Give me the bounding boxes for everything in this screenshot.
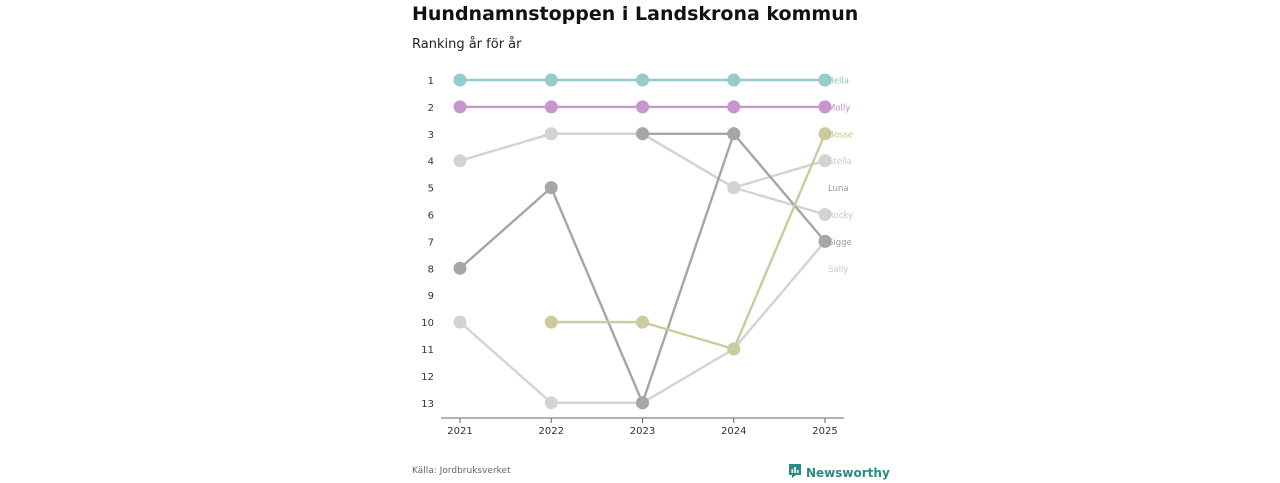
y-tick-label: 1 — [428, 76, 434, 87]
y-tick-label: 4 — [428, 157, 434, 168]
data-point — [727, 127, 741, 141]
y-tick-label: 9 — [428, 291, 434, 302]
series-bella — [453, 73, 832, 87]
data-point — [727, 100, 741, 114]
x-tick-label: 2022 — [539, 426, 564, 437]
chart-subtitle: Ranking år för år — [412, 37, 522, 52]
data-point — [818, 127, 832, 141]
end-label-bosse: Bosse — [828, 130, 853, 140]
series-line — [459, 133, 735, 404]
data-point — [453, 315, 467, 329]
data-point — [818, 154, 832, 168]
end-label-sally: Sally — [828, 265, 848, 275]
series-line — [459, 132, 826, 189]
end-label-stella: Stella — [828, 157, 852, 167]
y-tick-label: 12 — [421, 372, 434, 383]
x-axis: 2021 2022 2023 2024 2025 — [441, 417, 844, 437]
data-point — [453, 100, 467, 114]
y-tick-label: 10 — [421, 318, 434, 329]
end-label-luna: Luna — [828, 184, 849, 194]
y-tick-label: 2 — [428, 103, 434, 114]
end-label-bella: Bella — [828, 77, 849, 87]
series-line — [551, 132, 826, 216]
chart-title: Hundnamnstoppen i Landskrona kommun — [412, 3, 859, 25]
data-point — [727, 181, 741, 195]
data-point — [818, 208, 832, 221]
x-tick-label: 2021 — [447, 426, 472, 437]
data-point — [818, 234, 832, 248]
data-point — [453, 261, 467, 275]
data-point — [544, 127, 558, 141]
data-point — [727, 73, 741, 87]
series-layer — [453, 73, 832, 410]
y-tick-label: 8 — [428, 264, 434, 275]
data-point — [544, 100, 558, 114]
newsworthy-brand[interactable]: Newsworthy — [788, 463, 890, 483]
data-point — [544, 181, 558, 195]
brand-name[interactable]: Newsworthy — [806, 466, 890, 480]
end-label-rocky: Rocky — [828, 211, 853, 221]
x-tick-label: 2024 — [721, 426, 746, 437]
data-point — [453, 73, 467, 87]
y-tick-label: 11 — [421, 345, 434, 356]
newsworthy-logo-icon — [788, 463, 802, 483]
y-tick-label: 5 — [428, 184, 434, 195]
data-point — [544, 73, 558, 87]
data-point — [636, 73, 649, 87]
series-rocky — [544, 127, 832, 221]
x-tick-label: 2025 — [812, 426, 837, 437]
source-note: Källa: Jordbruksverket — [412, 466, 511, 476]
data-point — [544, 315, 558, 329]
data-point — [727, 342, 741, 356]
y-tick-label: 13 — [421, 399, 434, 410]
y-tick-label: 6 — [428, 211, 434, 222]
series-line — [551, 133, 827, 351]
data-point — [544, 396, 558, 410]
series-luna — [453, 127, 741, 410]
y-tick-label: 7 — [428, 237, 434, 248]
end-labels: Bella Molly Bosse Stella Luna Rocky Sigge Sally — [828, 77, 853, 275]
x-tick-label: 2023 — [630, 426, 655, 437]
data-point — [818, 73, 832, 87]
data-point — [636, 396, 649, 410]
end-label-sigge: Sigge — [828, 238, 852, 248]
data-point — [636, 315, 649, 329]
series-bosse — [544, 127, 832, 356]
end-label-molly: Molly — [828, 103, 850, 113]
data-point — [636, 127, 649, 141]
data-point — [636, 100, 649, 114]
data-point — [453, 154, 467, 168]
series-molly — [453, 100, 832, 114]
data-point — [818, 100, 832, 114]
y-tick-label: 3 — [428, 130, 434, 141]
